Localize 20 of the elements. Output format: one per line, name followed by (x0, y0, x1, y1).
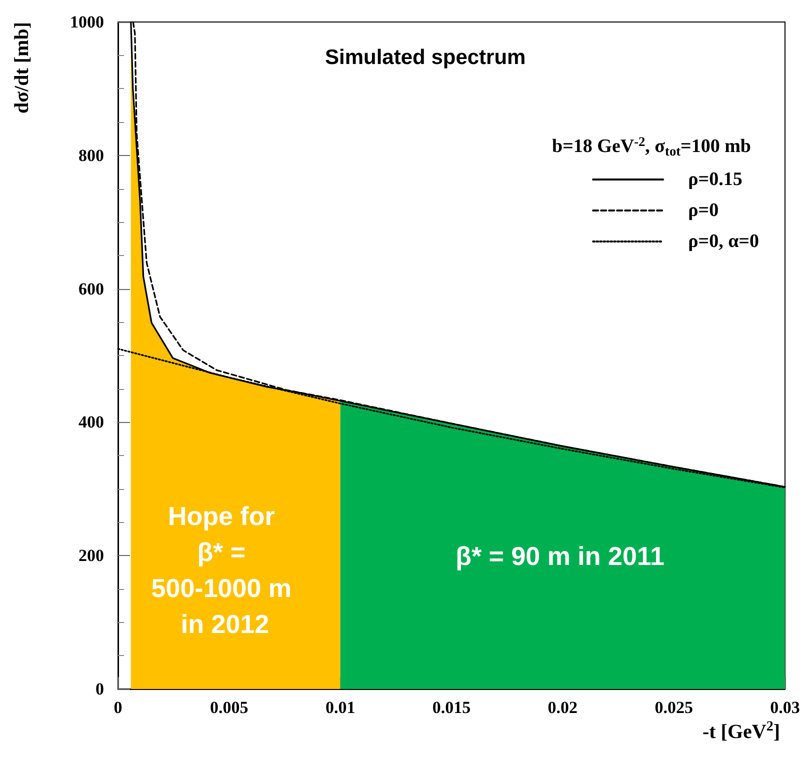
x-tick-label: 0.03 (770, 698, 800, 717)
legend-label: ρ=0, α=0 (688, 231, 760, 252)
y-tick-label: 0 (96, 680, 104, 698)
y-tick-label: 400 (78, 412, 104, 432)
x-tick-label: 0 (114, 698, 122, 717)
y-tick-label: 800 (78, 146, 104, 165)
y-axis-title: dσ/dt [mb] (11, 22, 33, 114)
legend-label: ρ=0.15 (688, 169, 742, 190)
legend-label: ρ=0 (688, 200, 719, 221)
x-tick-label: 0.005 (210, 698, 248, 717)
x-tick-label: 0.02 (548, 698, 578, 717)
x-tick-label: 0.015 (432, 698, 471, 717)
text: Simulated spectrum (325, 46, 526, 69)
annotation: Hope for β* = 500-1000 m in 2012 (151, 501, 299, 639)
y-tick-label: 200 (78, 546, 104, 566)
x-tick-label: 0.01 (325, 698, 356, 717)
y-tick-label: 1000 (70, 12, 104, 32)
annotation: β* = 90 m in 2011 (456, 541, 664, 571)
y-tick-label: 600 (78, 279, 104, 298)
x-tick-label: 0.025 (654, 698, 693, 717)
